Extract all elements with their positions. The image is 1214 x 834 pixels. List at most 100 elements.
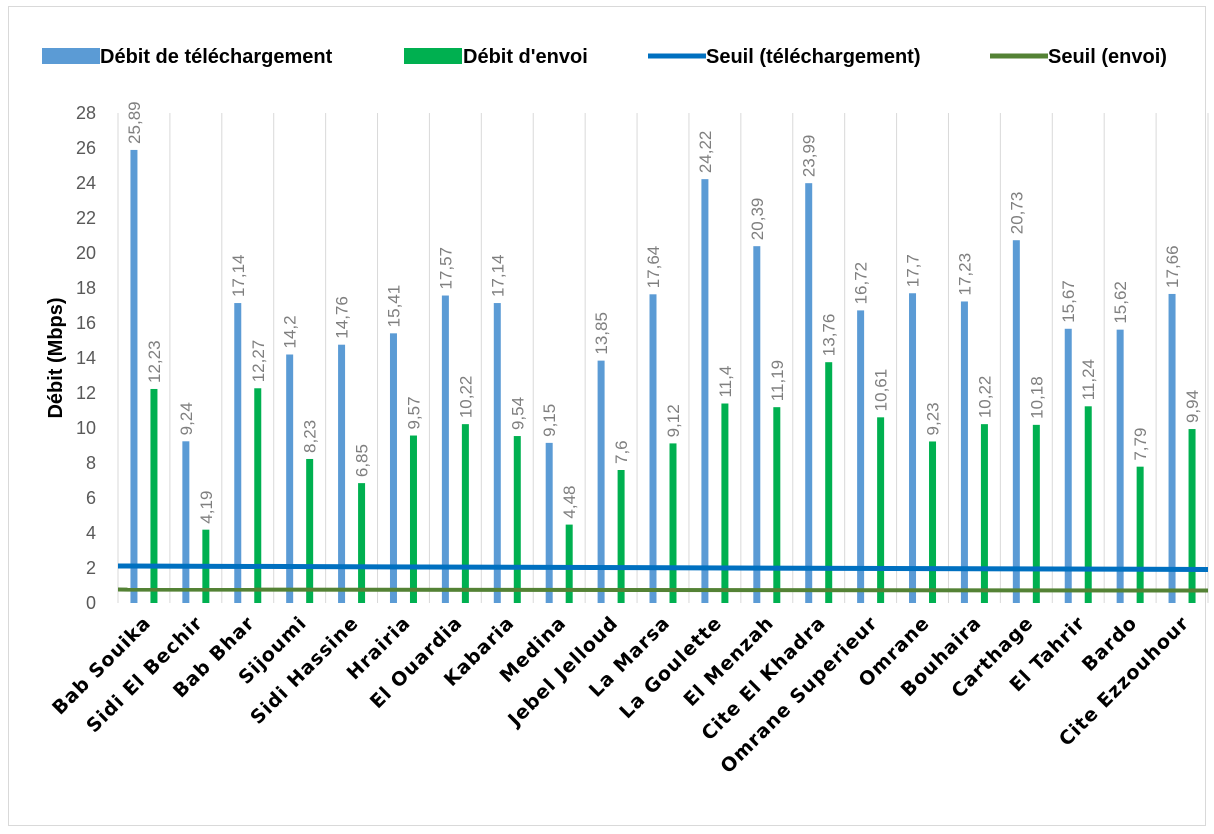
- y-tick-label-3: 6: [86, 488, 96, 508]
- data-label-download-13: 23,99: [800, 135, 819, 178]
- data-label-upload-1: 4,19: [197, 491, 216, 524]
- bar-upload-5: [409, 435, 417, 603]
- y-tick-label-9: 18: [76, 278, 96, 298]
- legend-label-threshold-upload: Seuil (envoi): [1048, 46, 1167, 68]
- legend-swatch-upload: [404, 48, 462, 64]
- bar-upload-13: [825, 362, 833, 603]
- bar-download-20: [1168, 293, 1176, 603]
- bar-upload-14: [877, 417, 885, 603]
- bar-upload-15: [929, 441, 937, 603]
- bars: [130, 149, 1196, 604]
- bar-download-5: [389, 333, 397, 603]
- bar-download-17: [1012, 240, 1020, 603]
- bar-upload-11: [721, 403, 729, 603]
- data-label-download-3: 14,2: [281, 315, 300, 348]
- bar-upload-4: [358, 483, 366, 603]
- y-tick-label-5: 10: [76, 418, 96, 438]
- data-label-download-17: 20,73: [1007, 192, 1026, 235]
- data-label-download-5: 15,41: [384, 285, 403, 328]
- data-label-download-14: 16,72: [852, 262, 871, 305]
- y-axis-label: Débit (Mbps): [45, 297, 67, 418]
- bar-upload-2: [254, 388, 262, 603]
- legend-item-threshold-upload: Seuil (envoi): [990, 46, 1167, 68]
- data-label-upload-11: 11,4: [716, 366, 735, 398]
- data-label-upload-14: 10,61: [872, 369, 891, 412]
- legend-label-threshold-download: Seuil (téléchargement): [706, 46, 921, 68]
- data-label-upload-0: 12,23: [145, 340, 164, 383]
- bar-download-16: [960, 301, 968, 603]
- y-tick-label-2: 4: [86, 523, 96, 543]
- data-label-upload-7: 9,54: [508, 397, 527, 430]
- data-label-upload-12: 11,19: [768, 360, 787, 401]
- data-label-upload-5: 9,57: [404, 396, 423, 429]
- data-label-download-15: 17,7: [904, 254, 923, 287]
- data-label-download-16: 17,23: [955, 253, 974, 296]
- data-label-upload-16: 10,22: [975, 376, 994, 419]
- bar-download-6: [441, 295, 449, 603]
- data-label-upload-2: 12,27: [249, 340, 268, 383]
- y-tick-label-8: 16: [76, 313, 96, 333]
- data-label-download-20: 17,66: [1163, 245, 1182, 288]
- bar-upload-12: [773, 407, 781, 603]
- bar-download-15: [909, 293, 917, 603]
- legend-label-download: Débit de téléchargement: [100, 46, 333, 68]
- bar-upload-8: [565, 524, 573, 603]
- bar-upload-17: [1032, 424, 1040, 603]
- bar-download-9: [597, 360, 605, 603]
- data-label-download-0: 25,89: [125, 101, 144, 144]
- y-tick-label-6: 12: [76, 383, 96, 403]
- bar-upload-7: [513, 436, 521, 603]
- data-label-download-18: 15,67: [1059, 280, 1078, 323]
- bar-download-18: [1064, 328, 1072, 603]
- bar-upload-18: [1084, 406, 1092, 603]
- data-label-download-2: 17,14: [229, 255, 248, 298]
- data-label-download-12: 20,39: [748, 198, 767, 241]
- data-label-download-11: 24,22: [696, 131, 715, 174]
- gridlines: [117, 113, 1209, 603]
- bar-download-1: [182, 441, 190, 603]
- threshold-download-line: [117, 563, 1209, 572]
- y-tick-label-0: 0: [86, 593, 96, 613]
- legend: Débit de téléchargement Débit d'envoi Se…: [42, 46, 1167, 68]
- data-label-download-9: 13,85: [592, 312, 611, 355]
- bar-upload-3: [306, 458, 314, 603]
- bar-download-4: [338, 344, 346, 603]
- bar-upload-20: [1188, 429, 1196, 603]
- bar-download-14: [857, 310, 865, 603]
- data-label-upload-17: 10,18: [1027, 376, 1046, 419]
- bar-upload-6: [461, 424, 469, 603]
- data-label-upload-20: 9,94: [1183, 390, 1202, 423]
- data-label-upload-19: 7,79: [1131, 428, 1150, 461]
- data-label-download-10: 17,64: [644, 246, 663, 289]
- legend-label-upload: Débit d'envoi: [463, 46, 588, 68]
- data-label-upload-18: 11,24: [1079, 359, 1098, 400]
- bar-download-11: [701, 179, 709, 603]
- y-tick-label-1: 2: [86, 558, 96, 578]
- bar-download-8: [545, 442, 553, 603]
- bar-download-0: [130, 149, 138, 604]
- data-label-download-4: 14,76: [333, 296, 352, 339]
- bar-download-3: [286, 354, 294, 603]
- y-tick-label-12: 24: [76, 173, 96, 193]
- data-label-upload-3: 8,23: [301, 420, 320, 453]
- bar-upload-9: [617, 470, 625, 603]
- bar-download-10: [649, 294, 657, 603]
- data-label-upload-4: 6,85: [353, 444, 372, 477]
- legend-item-download: Débit de téléchargement: [42, 46, 333, 68]
- data-label-upload-8: 4,48: [560, 486, 579, 519]
- data-label-download-1: 9,24: [177, 402, 196, 435]
- legend-swatch-download: [42, 48, 100, 64]
- bar-download-2: [234, 303, 242, 603]
- chart-frame: [8, 6, 1206, 826]
- bar-download-12: [753, 246, 761, 604]
- y-tick-label-13: 26: [76, 138, 96, 158]
- legend-item-threshold-download: Seuil (téléchargement): [648, 46, 921, 68]
- data-label-upload-13: 13,76: [820, 314, 839, 357]
- data-label-upload-6: 10,22: [456, 376, 475, 419]
- data-label-upload-10: 9,12: [664, 404, 683, 437]
- legend-item-upload: Débit d'envoi: [404, 46, 588, 68]
- threshold-lines: [117, 563, 1209, 593]
- data-label-upload-9: 7,6: [612, 440, 631, 464]
